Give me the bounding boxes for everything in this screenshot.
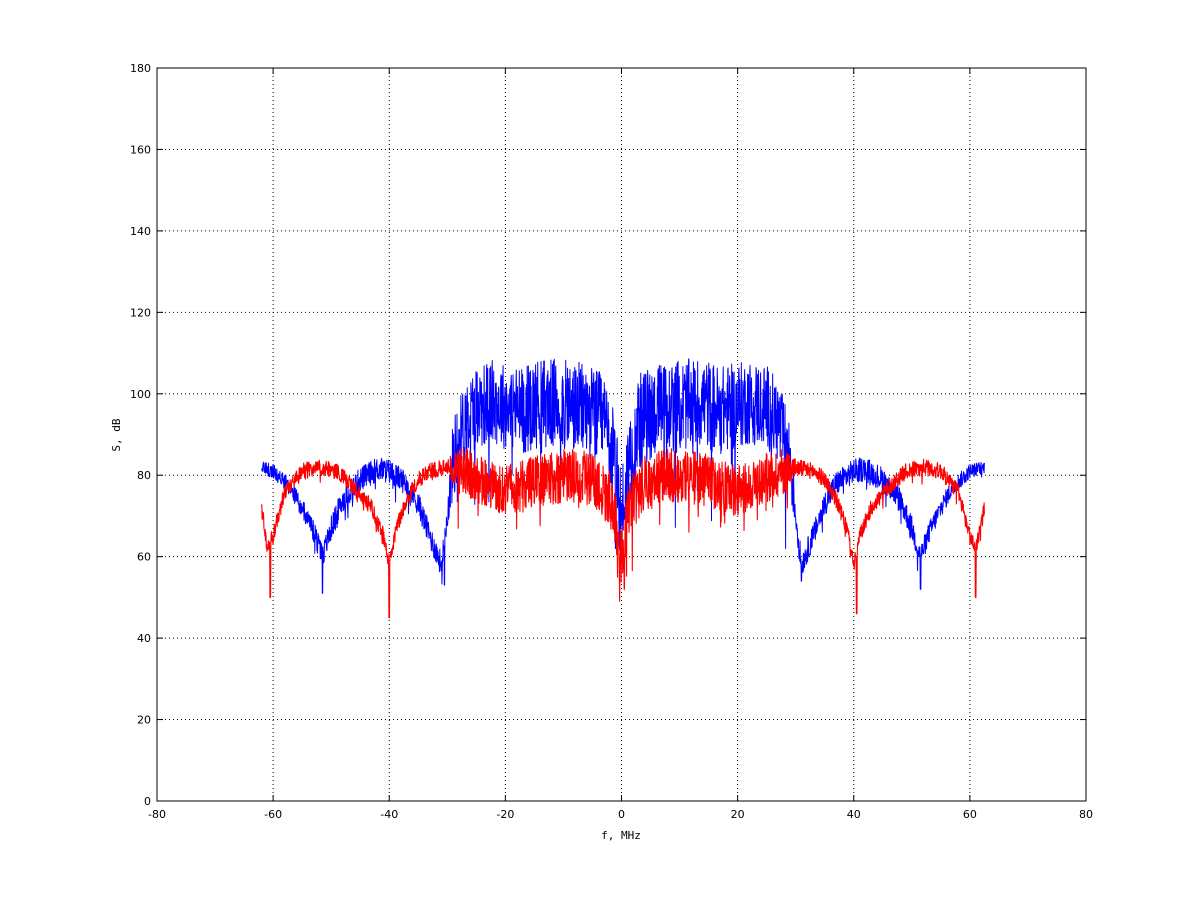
series-line-1 xyxy=(261,358,985,594)
x-tick-label: -20 xyxy=(496,808,514,821)
x-tick-label: -60 xyxy=(264,808,282,821)
y-tick-label: 100 xyxy=(130,388,151,401)
x-tick-label: 20 xyxy=(731,808,745,821)
x-tick-label: -80 xyxy=(148,808,166,821)
x-tick-label: 0 xyxy=(618,808,625,821)
series-line-2 xyxy=(260,446,985,619)
y-tick-label: 80 xyxy=(137,469,151,482)
tick-labels: -80 -60 -40 -20 0 20 40 60 80 0 20 40 60 80 100 120 140 1… xyxy=(130,62,1093,821)
y-tick-label: 140 xyxy=(130,225,151,238)
y-tick-label: 160 xyxy=(130,143,151,156)
y-axis-label: S, dB xyxy=(110,418,123,451)
y-tick-label: 180 xyxy=(130,62,151,75)
y-tick-label: 60 xyxy=(137,551,151,564)
y-tick-label: 120 xyxy=(130,306,151,319)
x-tick-label: 80 xyxy=(1079,808,1093,821)
y-tick-label: 0 xyxy=(144,795,151,808)
y-tick-label: 40 xyxy=(137,632,151,645)
y-tick-label: 20 xyxy=(137,714,151,727)
series-layer xyxy=(260,358,985,619)
x-tick-label: 60 xyxy=(963,808,977,821)
x-tick-label: -40 xyxy=(380,808,398,821)
x-axis-label: f, MHz xyxy=(601,829,641,842)
plot-area xyxy=(157,68,1086,801)
ticks xyxy=(156,67,1087,802)
x-tick-label: 40 xyxy=(847,808,861,821)
